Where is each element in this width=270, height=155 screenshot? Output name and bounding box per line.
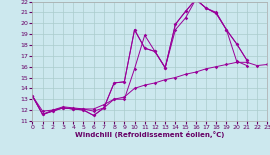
X-axis label: Windchill (Refroidissement éolien,°C): Windchill (Refroidissement éolien,°C) — [75, 131, 225, 138]
